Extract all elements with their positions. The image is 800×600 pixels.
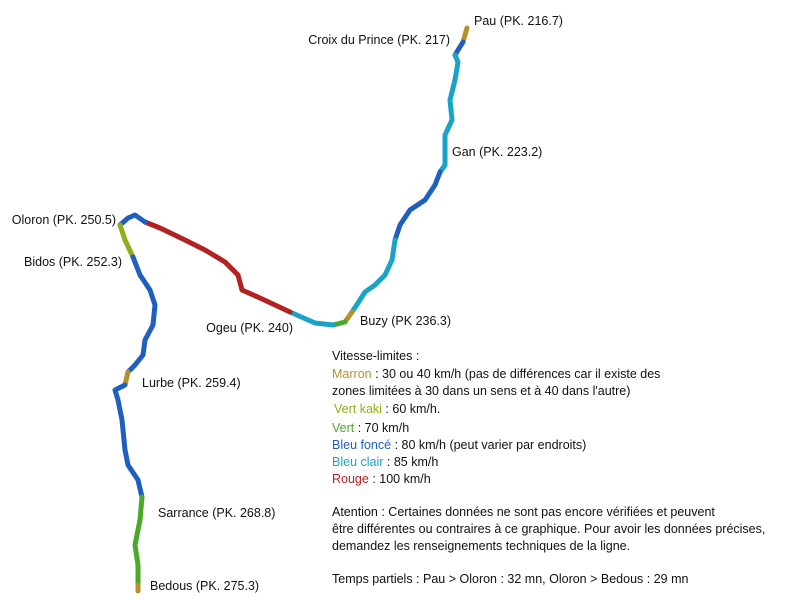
segment [125,254,158,375]
segment [452,39,466,58]
legend-item: Rouge : 100 km/h [332,472,431,486]
legend-text: : 80 km/h (peut varier par endroits) [395,438,587,452]
legend-name: Bleu clair [332,455,383,469]
segment [349,237,398,315]
station-label: Oloron (PK. 250.5) [12,213,116,227]
segment [287,309,336,328]
station-label: Buzy (PK 236.3) [360,314,451,328]
legend-name: Vert kaki [334,402,382,416]
legend-item: Bleu clair : 85 km/h [332,455,438,469]
segment [117,212,148,228]
station-label: Ogeu (PK. 240) [206,321,293,335]
note-line: être différentes ou contraires à ce grap… [332,522,765,536]
legend-name: Bleu foncé [332,438,391,452]
legend-item: Bleu foncé : 80 km/h (peut varier par en… [332,438,586,452]
note-line: Atention : Certaines données ne sont pas… [332,505,715,519]
legend-title: Vitesse-limites : [332,349,419,363]
legend: Vitesse-limites : Marron : 30 ou 40 km/h… [332,349,660,486]
legend-name: Rouge [332,472,369,486]
station-label: Croix du Prince (PK. 217) [308,33,450,47]
station-labels: Pau (PK. 216.7) Croix du Prince (PK. 217… [12,14,563,593]
legend-name: Marron [332,367,372,381]
note: Atention : Certaines données ne sont pas… [332,505,765,586]
station-label: Pau (PK. 216.7) [474,14,563,28]
legend-item: Vert : 70 km/h [332,421,409,435]
segment [112,382,145,500]
legend-text: : 100 km/h [372,472,430,486]
legend-text: : 85 km/h [387,455,438,469]
legend-text: : 30 ou 40 km/h (pas de différences car … [375,367,660,381]
railway-line [112,25,470,594]
segment [132,494,145,588]
legend-text: : 60 km/h. [385,402,440,416]
times: Temps partiels : Pau > Oloron : 32 mn, O… [332,572,688,586]
legend-item: Marron : 30 ou 40 km/h (pas de différenc… [332,367,660,381]
legend-item: Vert kaki : 60 km/h. [334,402,440,416]
legend-text: zones limitées à 30 dans un sens et à 40… [332,384,630,398]
segment [437,52,461,175]
legend-name: Vert [332,421,355,435]
station-label: Lurbe (PK. 259.4) [142,376,241,390]
station-label: Sarrance (PK. 268.8) [158,506,275,520]
segment [392,169,443,243]
segment [117,222,136,260]
station-label: Gan (PK. 223.2) [452,145,542,159]
segment [142,219,293,315]
note-line: demandez les renseignements techniques d… [332,539,630,553]
legend-text: : 70 km/h [358,421,409,435]
station-label: Bedous (PK. 275.3) [150,579,259,593]
station-label: Bidos (PK. 252.3) [24,255,122,269]
